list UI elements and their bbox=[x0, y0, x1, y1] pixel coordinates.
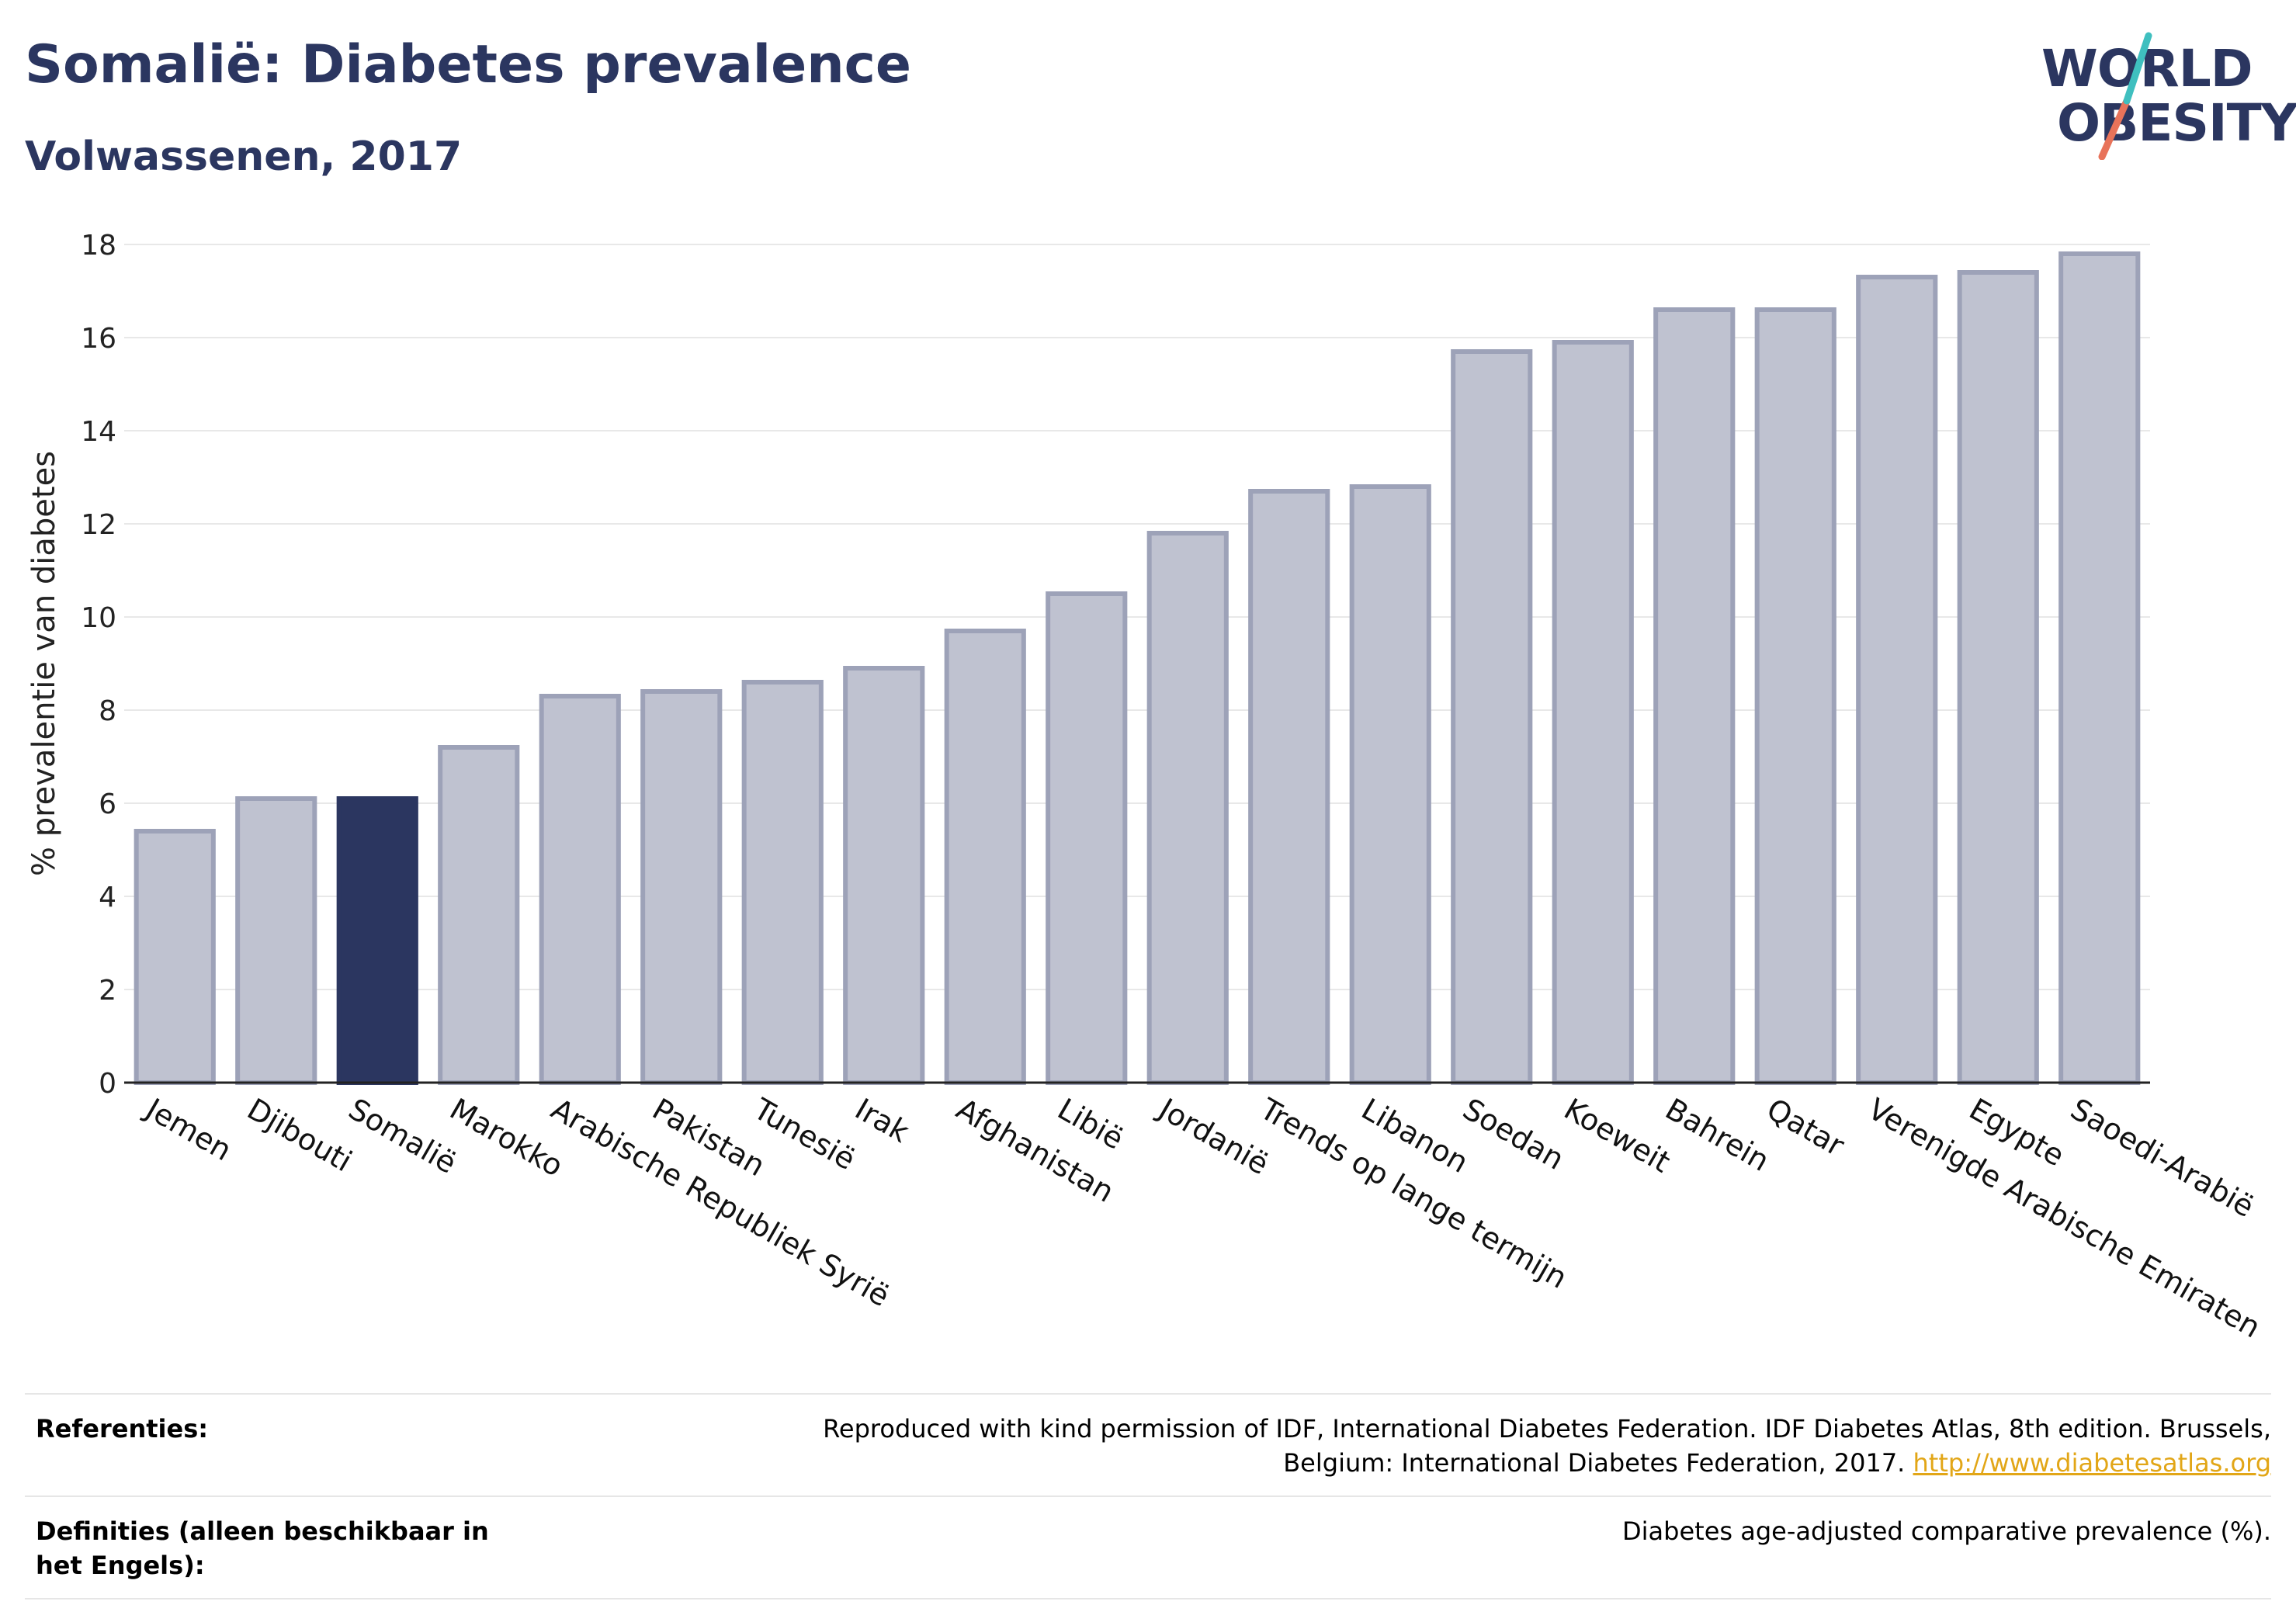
x-tick-label: Irak bbox=[849, 1092, 914, 1149]
references-text: Reproduced with kind permission of IDF, … bbox=[823, 1414, 2271, 1478]
bar bbox=[235, 796, 317, 1085]
y-tick-label: 14 bbox=[81, 416, 116, 448]
bar bbox=[438, 745, 520, 1085]
bar bbox=[1046, 591, 1128, 1085]
bar bbox=[1653, 307, 1736, 1085]
bar bbox=[1248, 489, 1330, 1085]
bar bbox=[1754, 307, 1836, 1085]
y-tick-label: 6 bbox=[99, 788, 116, 820]
bar bbox=[640, 689, 723, 1085]
references-link[interactable]: http://www.diabetesatlas.org bbox=[1913, 1448, 2271, 1478]
chart-subtitle: Volwassenen, 2017 bbox=[25, 133, 463, 180]
y-tick-label: 2 bbox=[99, 975, 116, 1007]
y-tick-label: 16 bbox=[81, 323, 116, 355]
definitions-row: Definities (alleen beschikbaar in het En… bbox=[25, 1495, 2271, 1599]
definitions-label: Definities (alleen beschikbaar in het En… bbox=[36, 1516, 489, 1580]
bar bbox=[1552, 340, 1634, 1085]
bar bbox=[2058, 251, 2141, 1085]
bar bbox=[843, 666, 925, 1085]
x-tick-label: Qatar bbox=[1761, 1092, 1850, 1163]
definitions-text: Diabetes age-adjusted comparative preval… bbox=[1622, 1516, 2271, 1546]
x-tick-label: Bahrein bbox=[1660, 1092, 1775, 1178]
y-tick-label: 4 bbox=[99, 882, 116, 913]
bar bbox=[1451, 349, 1533, 1085]
bar bbox=[1957, 270, 2039, 1085]
x-tick-label: Verenigde Arabische Emiraten bbox=[1862, 1092, 2266, 1345]
references-text-block: Reproduced with kind permission of IDF, … bbox=[719, 1412, 2271, 1480]
y-axis-label: % prevalentie van diabetes bbox=[26, 451, 62, 876]
x-tick-label: Djibouti bbox=[241, 1092, 358, 1179]
y-tick-label: 10 bbox=[81, 602, 116, 634]
logo-line-1: WORLD bbox=[2041, 39, 2253, 99]
x-tick-label: Koeweit bbox=[1559, 1092, 1677, 1180]
y-tick-label: 12 bbox=[81, 509, 116, 541]
y-tick-label: 18 bbox=[81, 230, 116, 262]
x-tick-label: Jemen bbox=[139, 1091, 238, 1168]
y-tick-label: 0 bbox=[99, 1068, 116, 1100]
references-table: Referenties: Reproduced with kind permis… bbox=[25, 1393, 2271, 1599]
bar bbox=[741, 680, 824, 1085]
world-obesity-logo: WORLD OBESITY bbox=[2018, 28, 2296, 160]
bar bbox=[1146, 531, 1229, 1085]
bar-chart: 0 2 4 6 8 10 12 14 16 18 % prevalentie van diabete… bbox=[26, 230, 2267, 1345]
y-tick-label: 8 bbox=[99, 695, 116, 727]
chart-title: Somalië: Diabetes prevalence bbox=[25, 34, 912, 95]
logo-slash-icon bbox=[2098, 32, 2152, 160]
bar bbox=[1856, 275, 1938, 1085]
bar-highlighted bbox=[336, 796, 418, 1085]
bar bbox=[1349, 484, 1431, 1085]
bar bbox=[134, 829, 216, 1085]
x-tick-label: Marokko bbox=[444, 1092, 569, 1184]
logo-line-2: OBESITY bbox=[2057, 93, 2296, 153]
x-tick-label: Saoedi-Arabië bbox=[2065, 1092, 2260, 1224]
x-tick-label: Somalië bbox=[343, 1092, 463, 1180]
references-row: Referenties: Reproduced with kind permis… bbox=[25, 1393, 2271, 1495]
x-tick-label: Soedan bbox=[1457, 1092, 1569, 1177]
x-tick-label: Jordanië bbox=[1152, 1091, 1275, 1182]
bar bbox=[944, 629, 1026, 1085]
references-label: Referenties: bbox=[36, 1414, 209, 1444]
bar bbox=[539, 694, 621, 1085]
